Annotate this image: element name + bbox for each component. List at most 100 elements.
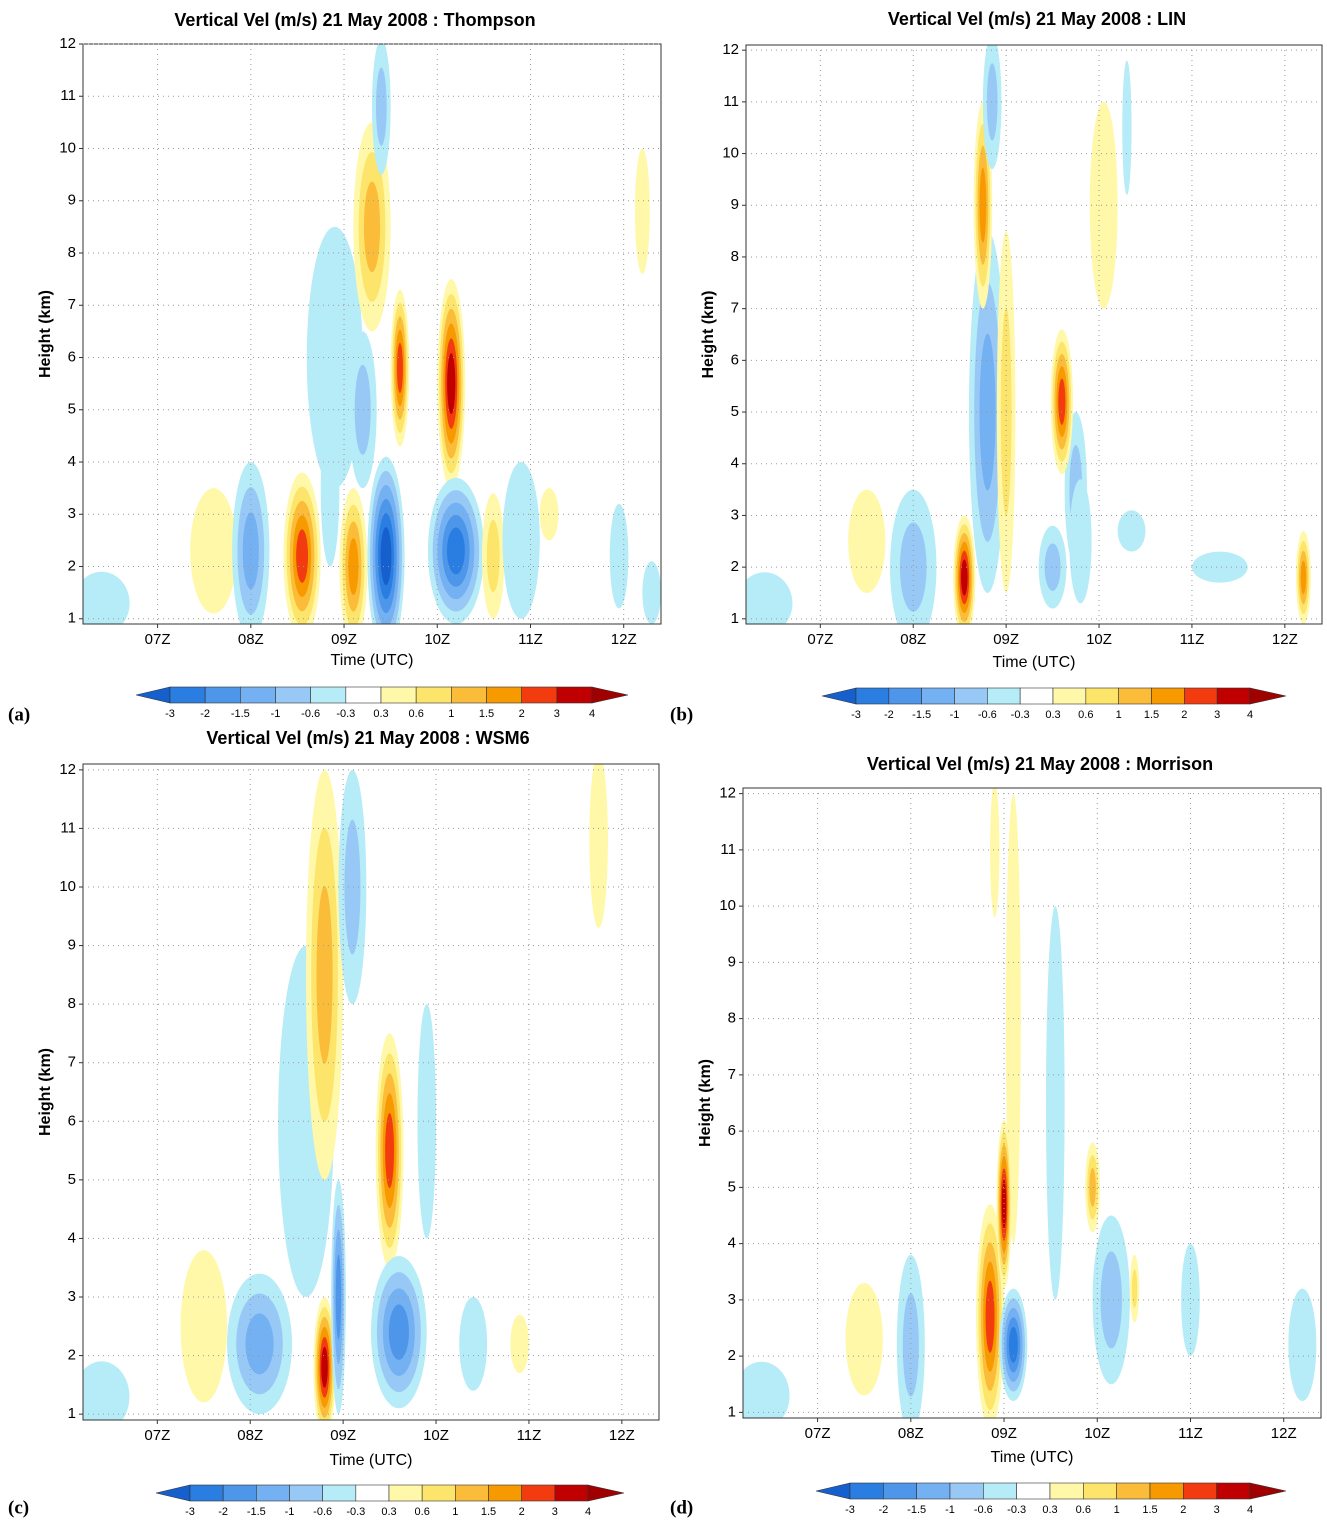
contour-level: [388, 1304, 409, 1360]
x-axis-label: Time (UTC): [331, 652, 414, 669]
contour-field: [746, 45, 1311, 624]
y-tick-label: 7: [68, 296, 76, 313]
x-tick-label: 07Z: [807, 631, 833, 648]
contour-level: [1058, 378, 1066, 425]
x-tick-label: 10Z: [423, 1427, 449, 1444]
contour-level: [961, 559, 968, 596]
contour-level: [396, 342, 403, 394]
contour-level: [1008, 1326, 1018, 1363]
x-tick-label: 12Z: [611, 631, 637, 648]
colorbar-box: [556, 686, 593, 704]
colorbar-box: [322, 1484, 357, 1502]
contour-field: [83, 764, 608, 1420]
plot-frame: [742, 787, 1322, 1419]
chart-title: Vertical Vel (m/s) 21 May 2008 : Thompso…: [174, 10, 535, 30]
colorbar-box: [1116, 1482, 1151, 1500]
colorbar-box: [355, 1484, 390, 1502]
contour-level: [1069, 479, 1092, 604]
x-tick-label: 12Z: [1272, 631, 1298, 648]
y-tick-label: 2: [68, 1347, 76, 1364]
colorbar-label: -1.5: [247, 1506, 266, 1518]
x-tick-label: 12Z: [1271, 1425, 1297, 1442]
colorbar-extend: [587, 1484, 625, 1502]
colorbar-box: [1118, 687, 1152, 705]
contour-level: [899, 522, 927, 612]
x-axis-label: Time (UTC): [991, 1449, 1074, 1466]
x-tick-label: 07Z: [145, 631, 171, 648]
x-tick-label: 12Z: [609, 1427, 635, 1444]
x-tick-label: 10Z: [424, 631, 450, 648]
y-tick-label: 10: [722, 145, 739, 162]
colorbar-box: [1052, 687, 1087, 705]
colorbar-box: [888, 687, 922, 705]
colorbar-label: 0.3: [1045, 709, 1060, 721]
contour-level: [1117, 510, 1146, 552]
contour-field: [743, 788, 1317, 1418]
y-tick-label: 2: [731, 558, 739, 575]
colorbar-label: 4: [1247, 1504, 1253, 1516]
x-tick-label: 11Z: [1178, 1425, 1203, 1442]
y-tick-label: 2: [728, 1347, 736, 1364]
colorbar-label: -0.6: [974, 1504, 993, 1516]
colorbar-label: 3: [1214, 1504, 1220, 1516]
x-tick-label: 08Z: [900, 631, 926, 648]
contour-level: [180, 1250, 228, 1403]
y-tick-label: 5: [728, 1178, 736, 1195]
colorbar-label: 1: [1114, 1504, 1120, 1516]
colorbar-label: -1.5: [907, 1504, 926, 1516]
y-tick-label: 8: [68, 244, 76, 261]
contour-level: [385, 1113, 395, 1189]
colorbar-label: 4: [585, 1506, 591, 1518]
contour-field: [83, 44, 661, 624]
colorbar-box: [289, 1484, 323, 1502]
colorbar-label: -3: [165, 708, 175, 720]
colorbar-label: 1: [1116, 709, 1122, 721]
contour-level: [1131, 1269, 1138, 1309]
colorbar-label: 1.5: [479, 708, 494, 720]
contour-level: [245, 1313, 274, 1375]
x-tick-label: 09Z: [331, 631, 357, 648]
colorbar-box: [380, 686, 417, 704]
contour-level: [1045, 906, 1065, 1300]
x-tick-label: 09Z: [993, 631, 1019, 648]
colorbar-box: [310, 686, 347, 704]
colorbar-extend: [591, 686, 629, 704]
colorbar-label: -0.3: [1007, 1504, 1026, 1516]
contour-level: [1089, 101, 1118, 309]
colorbar-box: [1083, 1482, 1117, 1500]
contour-level: [589, 764, 608, 928]
colorbar-label: -2: [200, 708, 210, 720]
colorbar-label: -0.3: [1011, 709, 1030, 721]
colorbar-extend: [821, 687, 857, 705]
contour-level: [486, 520, 500, 593]
colorbar-label: -2: [878, 1504, 888, 1516]
y-tick-label: 8: [731, 248, 739, 265]
colorbar-box: [1216, 687, 1251, 705]
colorbar-label: -3: [185, 1506, 195, 1518]
panel-label: (c): [8, 1497, 29, 1518]
y-tick-label: 5: [68, 401, 76, 418]
colorbar-box: [256, 1484, 290, 1502]
colorbar-box: [954, 687, 988, 705]
y-tick-label: 5: [68, 1171, 76, 1188]
y-tick-label: 6: [731, 351, 739, 368]
y-tick-label: 4: [68, 453, 76, 470]
colorbar-label: 0.6: [415, 1506, 430, 1518]
contour-level: [320, 409, 340, 567]
y-tick-label: 12: [59, 761, 76, 778]
colorbar-box: [849, 1482, 884, 1500]
y-tick-label: 11: [720, 841, 736, 858]
colorbar-box: [1216, 1482, 1251, 1500]
chart-title: Vertical Vel (m/s) 21 May 2008 : Morriso…: [867, 754, 1213, 774]
contour-level: [363, 181, 381, 273]
contour-level: [1089, 1167, 1096, 1207]
colorbar-box: [1149, 1482, 1184, 1500]
colorbar-box: [345, 686, 382, 704]
colorbar-box: [916, 1482, 951, 1500]
y-tick-label: 3: [68, 1288, 76, 1305]
x-tick-label: 10Z: [1084, 1425, 1110, 1442]
y-tick-label: 9: [68, 192, 76, 209]
colorbar-box: [949, 1482, 984, 1500]
